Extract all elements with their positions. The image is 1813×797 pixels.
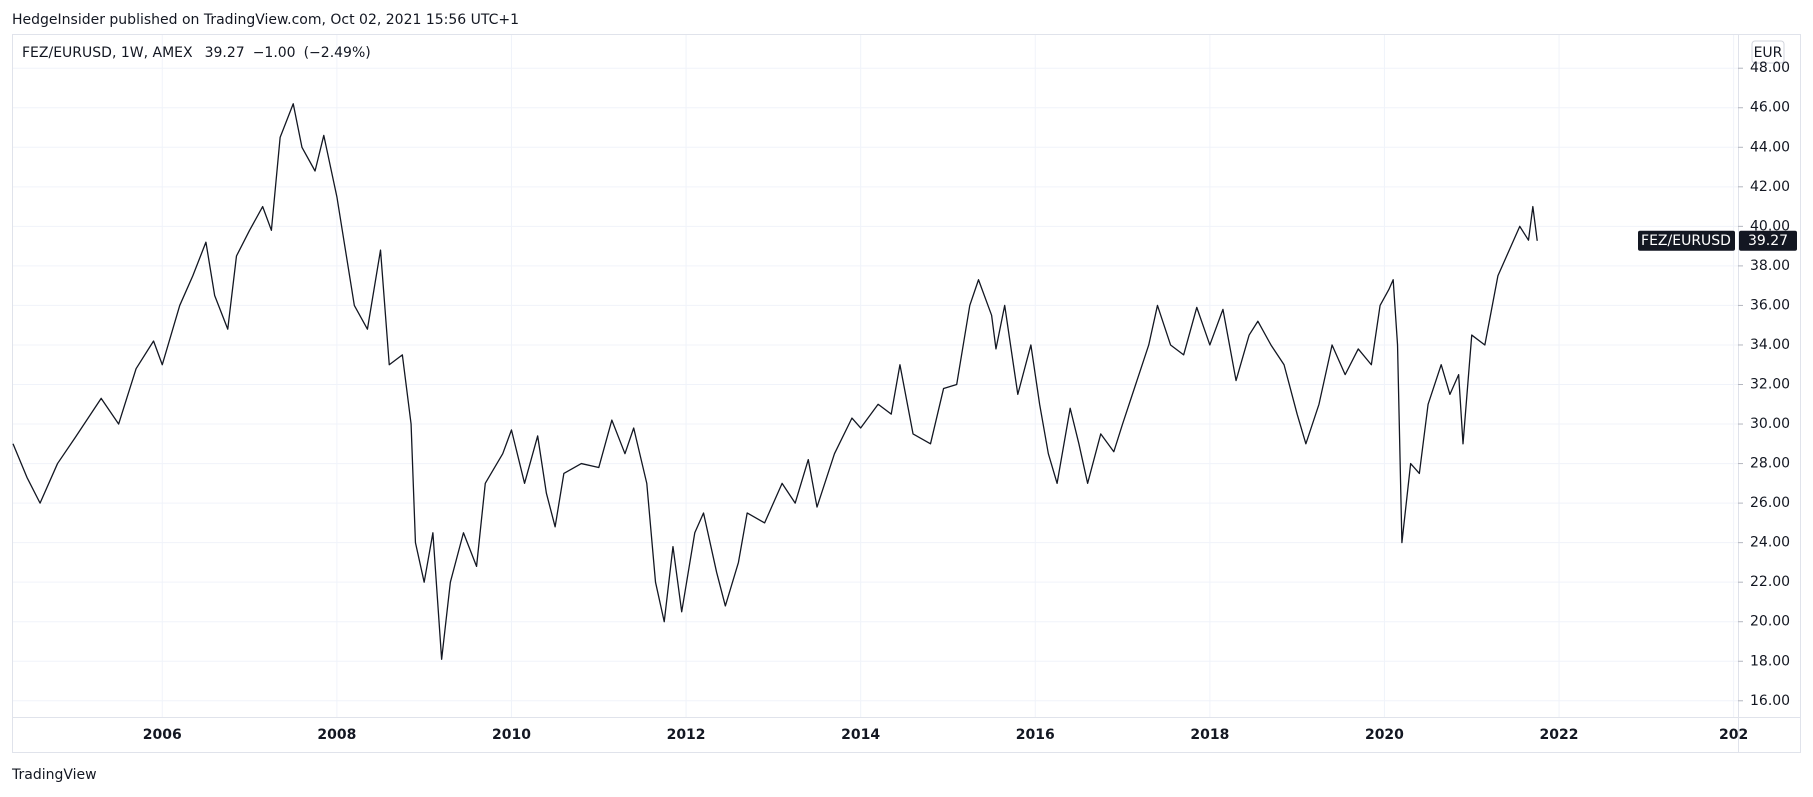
x-tick-label: 2016 [1016, 727, 1055, 743]
x-tick-label: 2008 [317, 727, 356, 743]
header: HedgeInsider published on TradingView.co… [12, 12, 519, 28]
y-tick-label: 18.00 [1750, 653, 1790, 669]
legend-last: 39.27 [205, 45, 245, 61]
currency: EUR [1754, 45, 1783, 61]
y-tick-label: 40.00 [1750, 218, 1790, 234]
y-tick-label: 36.00 [1750, 297, 1790, 313]
price-tag: 39.27 [1748, 233, 1788, 249]
x-tick-label: 2012 [667, 727, 706, 743]
y-tick-label: 24.00 [1750, 535, 1790, 551]
y-tick-label: 42.00 [1750, 179, 1790, 195]
y-tick-label: 32.00 [1750, 377, 1790, 393]
y-tick-label: 16.00 [1750, 693, 1790, 709]
y-tick-label: 48.00 [1750, 60, 1790, 76]
price-tag-bg [1739, 230, 1797, 251]
x-tick-label: 2014 [841, 727, 880, 743]
legend-symbol: FEZ/EURUSD, 1W, AMEX [22, 45, 193, 61]
y-tick-label: 34.00 [1750, 337, 1790, 353]
y-tick-label: 28.00 [1750, 456, 1790, 472]
y-tick-label: 30.00 [1750, 416, 1790, 432]
currency-box [1751, 40, 1785, 64]
y-tick-label: 22.00 [1750, 574, 1790, 590]
x-tick-label: 2018 [1190, 727, 1229, 743]
y-tick-label: 46.00 [1750, 100, 1790, 116]
x-tick-label: 202 [1719, 727, 1748, 743]
x-tick-label: 2020 [1365, 727, 1404, 743]
x-tick-label: 2006 [143, 727, 182, 743]
legend-change: −1.00 [253, 45, 296, 61]
legend: FEZ/EURUSD, 1W, AMEX 39.27 −1.00 (−2.49%… [22, 45, 371, 61]
x-tick-label: 2022 [1540, 727, 1579, 743]
y-tick-label: 20.00 [1750, 614, 1790, 630]
price-line [12, 103, 1538, 660]
price-tag-name: FEZ/EURUSD [1641, 233, 1731, 249]
y-tick-label: 26.00 [1750, 495, 1790, 511]
x-tick-label: 2010 [492, 727, 531, 743]
y-tick-label: 44.00 [1750, 139, 1790, 155]
price-tag-name-bg [1638, 230, 1735, 251]
y-tick-label: 38.00 [1750, 258, 1790, 274]
legend-change-pct: (−2.49%) [304, 45, 371, 61]
footer: TradingView [11, 767, 97, 783]
frame [12, 34, 1801, 753]
